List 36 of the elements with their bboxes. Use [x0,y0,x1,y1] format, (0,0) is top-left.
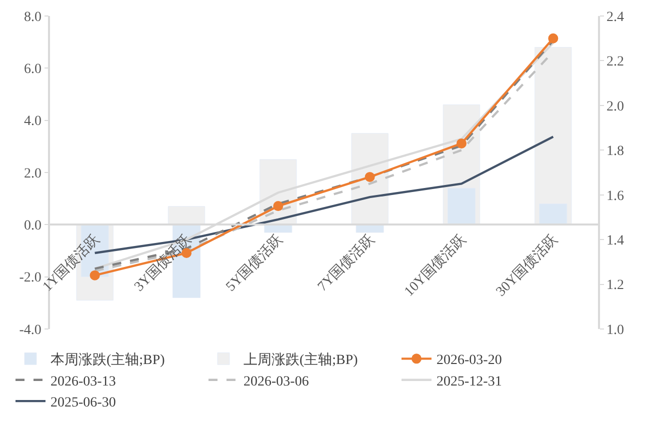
legend-label: 2025-12-31 [436,374,502,390]
y-tick-label: 4.0 [24,114,42,130]
x-tick-label: 10Y国债活跃 [401,232,470,300]
point [273,201,284,212]
legend-label: 2026-03-06 [244,374,309,390]
y2-tick-label: 1.6 [606,188,624,204]
x-tick-label: 5Y国债活跃 [222,232,286,295]
bar [264,224,292,233]
y2-tick-label: 1.4 [606,233,624,248]
y2-tick-label: 1.2 [606,278,624,294]
legend-label: 2025-06-30 [50,396,116,411]
legend-label: 上周涨跌(主轴;BP) [244,352,358,368]
y2-tick-label: 2.2 [606,54,624,70]
y-tick-label: 8.0 [24,10,42,25]
x-tick-label: 30Y国债活跃 [492,232,561,300]
y2-tick-label: 1.8 [606,144,624,160]
bar [168,206,206,225]
legend-label: 本周涨跌(主轴;BP) [50,352,166,368]
y-tick-label: -4.0 [19,322,42,338]
bar [356,224,384,233]
x-tick-label: 3Y国债活跃 [131,232,194,295]
y2-tick-label: 2.0 [606,99,624,114]
point [364,172,375,182]
y-tick-label: 6.0 [24,62,42,78]
point [548,33,558,44]
x-tick-label: 7Y国债活跃 [314,232,378,295]
legend-label: 2026-03-13 [50,374,116,390]
x-tick-label: 1Y国债活跃 [40,232,103,295]
y2-tick-label: 1.0 [606,322,624,338]
point [456,138,466,148]
y-tick-label: 2.0 [24,166,42,182]
y2-tick-label: 2.4 [606,10,624,25]
y-tick-label: 0.0 [24,218,42,234]
y-tick-label: -2.0 [19,270,42,286]
legend-label: 2026-03-20 [436,353,502,368]
point [90,270,100,280]
